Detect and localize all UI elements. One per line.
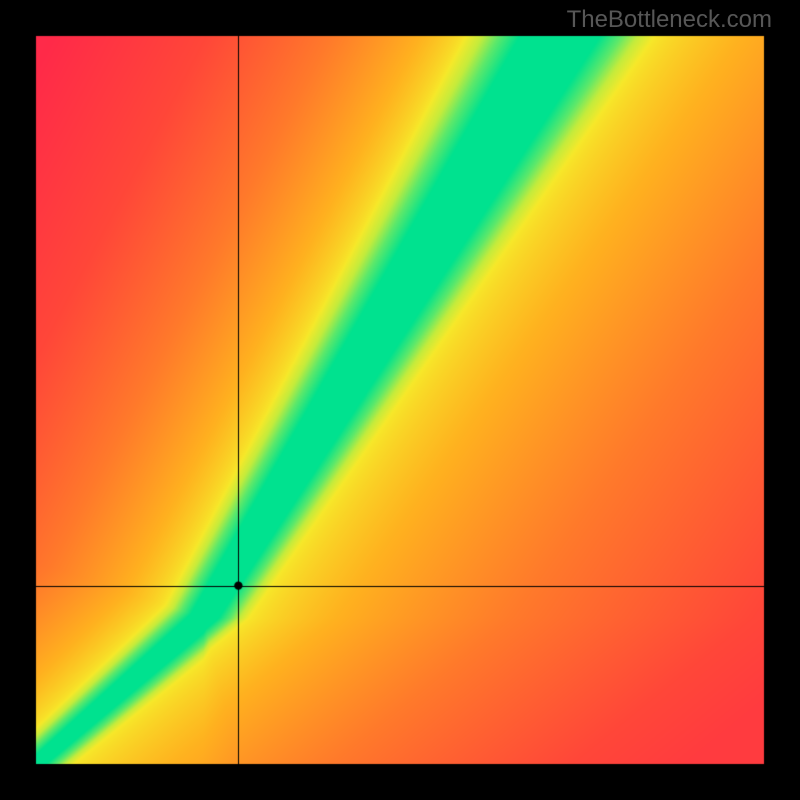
bottleneck-heatmap [0, 0, 800, 800]
attribution-label: TheBottleneck.com [567, 6, 772, 34]
chart-container: TheBottleneck.com [0, 0, 800, 800]
